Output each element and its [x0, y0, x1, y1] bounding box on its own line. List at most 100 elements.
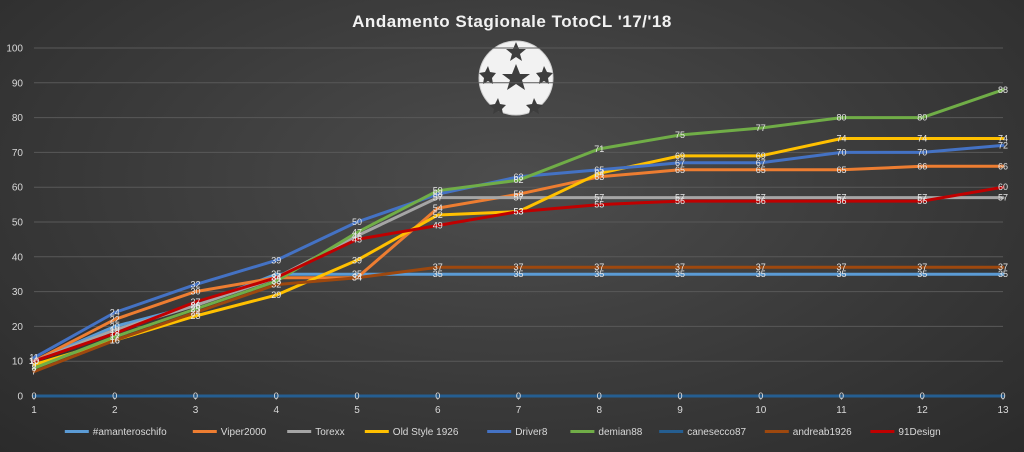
data-label: 55 [594, 200, 604, 210]
data-label: 34 [271, 273, 281, 283]
data-label: 57 [513, 193, 523, 203]
data-label: 37 [756, 262, 766, 272]
data-label: 65 [594, 165, 604, 175]
data-label: 57 [836, 193, 846, 203]
x-tick-label: 13 [997, 405, 1009, 416]
data-label: 23 [190, 311, 200, 321]
data-label: 53 [513, 207, 523, 217]
data-label: 88 [998, 85, 1008, 95]
y-tick-label: 40 [12, 252, 24, 263]
data-label: 8 [31, 363, 36, 373]
data-label: 50 [352, 217, 362, 227]
data-label: 80 [836, 113, 846, 123]
data-label: 74 [836, 133, 846, 143]
data-label: 17 [110, 332, 120, 342]
data-label: 10 [29, 356, 39, 366]
legend-entry-label: Torexx [315, 427, 344, 438]
legend-entry-label: canesecco87 [687, 427, 746, 438]
data-label: 58 [433, 189, 443, 199]
data-label: 0 [112, 391, 117, 401]
data-label: 34 [352, 273, 362, 283]
data-label: 10 [29, 356, 39, 366]
data-label: 57 [917, 193, 927, 203]
chart-title: Andamento Stagionale TotoCL '17/'18 [352, 12, 672, 31]
data-label: 20 [110, 321, 120, 331]
data-label: 77 [756, 123, 766, 133]
data-label: 46 [352, 231, 362, 241]
data-label: 0 [193, 391, 198, 401]
data-label: 75 [675, 130, 685, 140]
data-label: 57 [998, 193, 1008, 203]
data-label: 56 [836, 196, 846, 206]
data-label: 47 [352, 227, 362, 237]
data-label: 70 [917, 147, 927, 157]
data-label: 0 [1000, 391, 1005, 401]
data-label: 0 [31, 391, 36, 401]
data-label: 37 [998, 262, 1008, 272]
data-label: 65 [756, 165, 766, 175]
data-label: 0 [677, 391, 682, 401]
data-label: 80 [917, 113, 927, 123]
data-label: 19 [110, 325, 120, 335]
data-label: 35 [675, 269, 685, 279]
data-label: 67 [675, 158, 685, 168]
data-label: 26 [190, 301, 200, 311]
x-tick-label: 7 [516, 405, 522, 416]
legend-entry-label: Driver8 [515, 427, 548, 438]
data-label: 32 [271, 280, 281, 290]
x-tick-label: 11 [836, 405, 847, 416]
data-label: 16 [110, 335, 120, 345]
data-label: 56 [675, 196, 685, 206]
legend-entry-label: 91Design [898, 427, 940, 438]
data-label: 37 [675, 262, 685, 272]
x-tick-label: 12 [917, 405, 929, 416]
data-label: 35 [352, 269, 362, 279]
series-line-torexx [32, 196, 1005, 363]
data-label: 10 [29, 356, 39, 366]
data-label: 60 [998, 182, 1008, 192]
legend-entry-label: Viper2000 [221, 427, 267, 438]
data-label: 35 [836, 269, 846, 279]
y-tick-label: 0 [17, 392, 23, 403]
y-tick-label: 90 [12, 78, 24, 89]
data-label: 37 [836, 262, 846, 272]
series-line-demian88 [32, 88, 1005, 370]
data-label: 0 [839, 391, 844, 401]
data-label: 67 [756, 158, 766, 168]
y-tick-label: 50 [12, 218, 24, 229]
data-label: 37 [594, 262, 604, 272]
data-label: 66 [998, 161, 1008, 171]
data-label: 27 [190, 297, 200, 307]
x-tick-label: 9 [677, 405, 683, 416]
y-tick-label: 100 [6, 44, 23, 55]
data-label: 24 [190, 307, 200, 317]
data-label: 37 [917, 262, 927, 272]
data-label: 57 [594, 193, 604, 203]
y-tick-label: 10 [12, 357, 24, 368]
data-label: 74 [998, 133, 1008, 143]
data-label: 57 [433, 193, 443, 203]
data-label: 64 [594, 168, 604, 178]
y-tick-label: 70 [12, 148, 24, 159]
x-tick-label: 1 [31, 405, 37, 416]
x-tick-label: 3 [193, 405, 199, 416]
data-label: 11 [29, 353, 38, 363]
data-label: 35 [513, 269, 523, 279]
y-tick-label: 60 [12, 183, 24, 194]
x-tick-label: 6 [435, 405, 441, 416]
series-line-viper2000 [32, 164, 1005, 363]
data-label: 53 [513, 207, 523, 217]
x-tick-label: 2 [112, 405, 118, 416]
data-label: 69 [675, 151, 685, 161]
data-label: 32 [190, 280, 200, 290]
data-label: 22 [110, 314, 120, 324]
data-label: 70 [836, 147, 846, 157]
data-label: 35 [917, 269, 927, 279]
data-label: 52 [433, 210, 443, 220]
data-label: 37 [433, 262, 443, 272]
data-label: 35 [433, 269, 443, 279]
data-label: 45 [352, 234, 362, 244]
data-label: 66 [917, 161, 927, 171]
data-label: 39 [271, 255, 281, 265]
